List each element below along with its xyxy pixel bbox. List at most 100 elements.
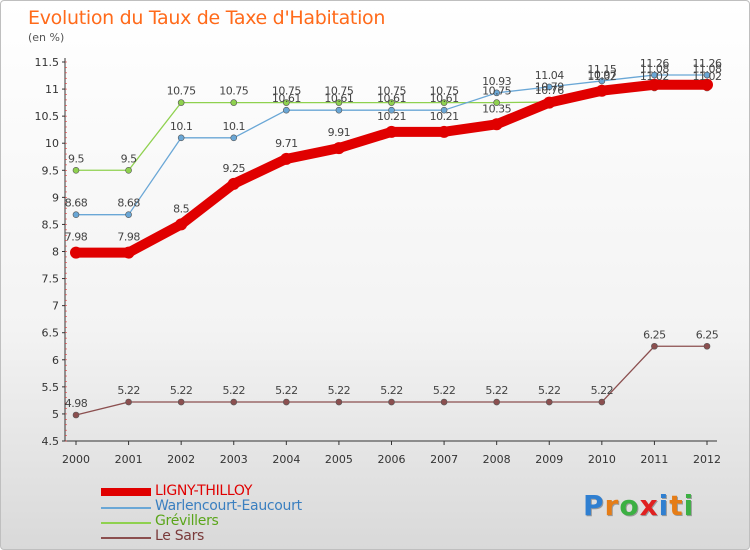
data-point	[598, 77, 606, 85]
data-point	[440, 99, 448, 106]
data-label: 11.04	[535, 69, 564, 82]
legend-swatch	[101, 522, 151, 524]
data-label: 10.61	[324, 92, 353, 105]
data-point	[72, 411, 80, 419]
unit-label: (en %)	[28, 31, 65, 44]
data-label: 10.61	[272, 92, 301, 105]
data-label: 10.61	[430, 92, 459, 105]
data-point	[493, 99, 500, 106]
logo-letter: o	[619, 489, 640, 522]
data-point	[125, 211, 132, 218]
data-point	[388, 398, 395, 406]
data-label: 4.98	[65, 397, 88, 410]
data-point	[493, 89, 500, 97]
data-point	[440, 398, 448, 406]
data-label: 8.5	[173, 202, 189, 215]
logo-letter: x	[639, 489, 659, 522]
data-point	[438, 125, 451, 138]
logo-letter: P	[583, 489, 605, 522]
data-label: 11.15	[587, 63, 616, 76]
data-point	[595, 84, 608, 97]
data-label: 8.68	[65, 197, 88, 210]
data-point	[72, 211, 80, 218]
y-tick-label: 10	[45, 137, 59, 150]
data-label: 5.22	[538, 384, 561, 397]
data-point	[230, 99, 238, 106]
data-label: 10.75	[167, 85, 196, 98]
data-label: 9.25	[223, 162, 246, 175]
data-label: 8.68	[117, 197, 140, 210]
data-point	[280, 152, 293, 165]
data-label: 9.5	[121, 152, 137, 165]
data-point	[335, 106, 343, 114]
y-tick-label: 9.5	[42, 164, 60, 177]
y-tick-label: 7	[52, 300, 59, 313]
data-label: 11.26	[693, 57, 722, 70]
logo-letter: t	[669, 489, 684, 522]
data-point	[335, 99, 343, 106]
data-label: 10.75	[377, 85, 406, 98]
data-point	[283, 99, 290, 106]
data-point	[177, 99, 185, 106]
data-label: 10.75	[430, 85, 459, 98]
y-tick-label: 7.5	[42, 273, 60, 286]
data-point	[701, 78, 713, 91]
legend-label: Le Sars	[155, 528, 205, 544]
x-tick-label: 2002	[167, 453, 195, 466]
data-label: 10.75	[324, 85, 353, 98]
data-point	[230, 134, 238, 142]
data-label: 10.93	[482, 75, 511, 88]
chart-title: Evolution du Taux de Taxe d'Habitation	[28, 7, 386, 29]
data-point	[283, 398, 290, 406]
y-tick-label: 10.5	[35, 110, 60, 123]
x-tick-label: 2001	[115, 453, 143, 466]
y-tick-label: 5	[52, 408, 59, 421]
data-point	[651, 71, 658, 79]
data-point	[283, 106, 290, 114]
data-label: 5.22	[223, 384, 246, 397]
data-label: 11.02	[587, 70, 616, 83]
data-point	[388, 99, 395, 106]
data-label: 9.91	[328, 126, 351, 139]
data-label: 7.98	[65, 231, 88, 244]
data-label: 5.22	[275, 384, 298, 397]
data-label: 5.22	[591, 384, 614, 397]
data-point	[545, 83, 553, 91]
legend-swatch	[101, 537, 151, 539]
data-point	[651, 342, 658, 350]
data-point	[388, 106, 395, 114]
data-label: 5.22	[433, 384, 456, 397]
data-point	[598, 398, 606, 406]
data-label: 9.5	[68, 152, 84, 165]
data-point	[490, 118, 503, 131]
data-label: 10.61	[377, 92, 406, 105]
data-label: 5.22	[170, 384, 193, 397]
y-tick-label: 11.5	[35, 56, 60, 69]
legend-label: LIGNY-THILLOY	[155, 483, 253, 499]
legend-label: Grévillers	[155, 513, 219, 529]
y-tick-label: 5.5	[42, 381, 60, 394]
data-label: 6.25	[643, 328, 666, 341]
x-tick-label: 2011	[640, 453, 668, 466]
y-tick-label: 8	[52, 246, 59, 259]
x-tick-label: 2010	[588, 453, 616, 466]
data-label: 10.21	[377, 110, 406, 123]
data-label: 11.08	[693, 63, 722, 76]
x-tick-label: 2000	[62, 453, 90, 466]
data-point	[545, 398, 553, 406]
data-point	[493, 398, 500, 406]
data-point	[703, 71, 711, 79]
x-tick-label: 2012	[693, 453, 721, 466]
y-tick-label: 9	[52, 191, 59, 204]
logo-letter: r	[604, 489, 620, 522]
data-label: 11.02	[693, 70, 722, 83]
data-label: 9.71	[275, 137, 298, 150]
data-label: 10.97	[587, 69, 616, 82]
y-tick-label: 11	[45, 83, 59, 96]
y-tick-label: 6.5	[42, 327, 60, 340]
y-tick-label: 8.5	[42, 218, 60, 231]
y-tick-label: 4.5	[42, 435, 60, 448]
data-point	[332, 142, 345, 155]
